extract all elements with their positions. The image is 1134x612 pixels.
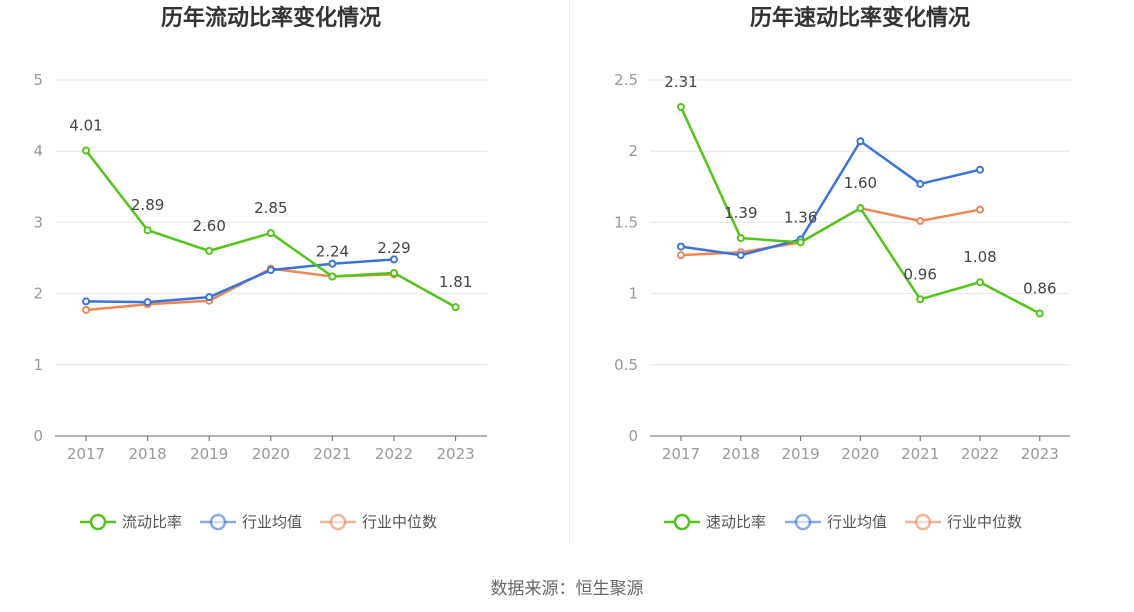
y-tick-label: 0 (33, 427, 43, 445)
data-label: 2.60 (192, 217, 225, 235)
data-point (736, 234, 745, 243)
data-point (143, 298, 152, 307)
y-tick-label: 0 (628, 427, 638, 445)
data-point (390, 268, 398, 277)
series-line (680, 139, 981, 257)
data-point (796, 238, 805, 247)
data-point (976, 205, 984, 214)
chart-title: 历年流动比率变化情况 (161, 5, 381, 31)
x-tick-label: 2020 (841, 445, 879, 463)
legend-marker (914, 513, 932, 531)
legend-label: 行业均值 (242, 513, 302, 531)
data-point (856, 137, 865, 146)
x-tick-label: 2023 (437, 445, 475, 463)
x-tick-label: 2022 (375, 445, 413, 463)
data-point (451, 303, 460, 312)
x-tick-label: 2020 (252, 445, 290, 463)
data-point (205, 293, 214, 302)
data-point (143, 226, 152, 235)
y-tick-label: 4 (33, 142, 43, 160)
data-point (266, 229, 275, 238)
y-tick-label: 0.5 (614, 356, 638, 374)
data-point (677, 251, 685, 260)
data-label: 0.96 (903, 265, 936, 283)
data-point (677, 103, 685, 112)
data-label: 1.60 (844, 174, 877, 192)
x-tick-label: 2021 (313, 445, 351, 463)
legend-label: 行业中位数 (947, 513, 1022, 531)
data-point (328, 272, 337, 281)
data-point (1035, 309, 1044, 318)
x-tick-label: 2023 (1021, 445, 1059, 463)
data-point (916, 179, 925, 188)
series-line (85, 258, 395, 304)
data-source: 数据来源：恒生聚源 (490, 579, 644, 599)
data-point (856, 204, 865, 213)
data-point (390, 255, 398, 264)
legend-marker (673, 513, 691, 531)
y-tick-label: 1 (628, 285, 638, 303)
data-label: 1.81 (439, 273, 472, 291)
data-point (82, 305, 90, 314)
data-label: 1.36 (784, 208, 817, 226)
current-ratio-chart: 历年流动比率变化情况 0 1 2 3 4 5 2017 2018 2019 2020 2021 2022… (33, 5, 487, 531)
chart-title: 历年速动比率变化情况 (750, 5, 970, 31)
x-tick-label: 2019 (782, 445, 820, 463)
data-point (205, 246, 214, 255)
chart-divider (569, 0, 570, 545)
quick-ratio-chart: 历年速动比率变化情况 0 0.5 1 1.5 2 2.5 2017 2018 2019 2020 20… (614, 5, 1070, 531)
y-tick-label: 2 (628, 142, 638, 160)
legend-marker (89, 513, 107, 531)
data-label: 2.31 (664, 73, 697, 91)
legend-label: 速动比率 (706, 513, 766, 531)
x-tick-label: 2021 (901, 445, 939, 463)
x-tick-label: 2022 (961, 445, 999, 463)
data-point (266, 266, 275, 275)
data-point (916, 295, 925, 304)
data-label: 0.86 (1023, 280, 1056, 298)
series-line (85, 149, 457, 309)
y-tick-label: 1.5 (614, 213, 638, 231)
data-point (328, 259, 337, 268)
legend-label: 流动比率 (122, 513, 182, 531)
data-label: 2.29 (377, 239, 410, 257)
data-label: 2.24 (316, 243, 349, 261)
legend-marker (794, 513, 812, 531)
y-tick-label: 1 (33, 356, 43, 374)
data-label: 1.39 (724, 204, 757, 222)
y-tick-label: 3 (33, 213, 43, 231)
legend-marker (329, 513, 347, 531)
x-tick-label: 2017 (662, 445, 700, 463)
data-point (976, 278, 984, 287)
data-label: 2.89 (131, 196, 164, 214)
y-tick-label: 5 (33, 71, 43, 89)
x-tick-label: 2018 (129, 445, 167, 463)
x-tick-label: 2019 (190, 445, 228, 463)
legend-label: 行业中位数 (362, 513, 437, 531)
x-tick-label: 2017 (67, 445, 105, 463)
data-label: 2.85 (254, 199, 287, 217)
data-point (82, 297, 90, 306)
x-tick-label: 2018 (722, 445, 760, 463)
legend-marker (209, 513, 227, 531)
data-point (82, 146, 90, 155)
data-point (736, 251, 745, 260)
data-label: 1.08 (963, 248, 996, 266)
data-point (677, 242, 685, 251)
data-point (916, 216, 925, 225)
y-tick-label: 2.5 (614, 71, 638, 89)
y-tick-label: 2 (33, 285, 43, 303)
data-label: 4.01 (69, 116, 102, 134)
legend-label: 行业均值 (827, 513, 887, 531)
data-point (976, 165, 984, 174)
